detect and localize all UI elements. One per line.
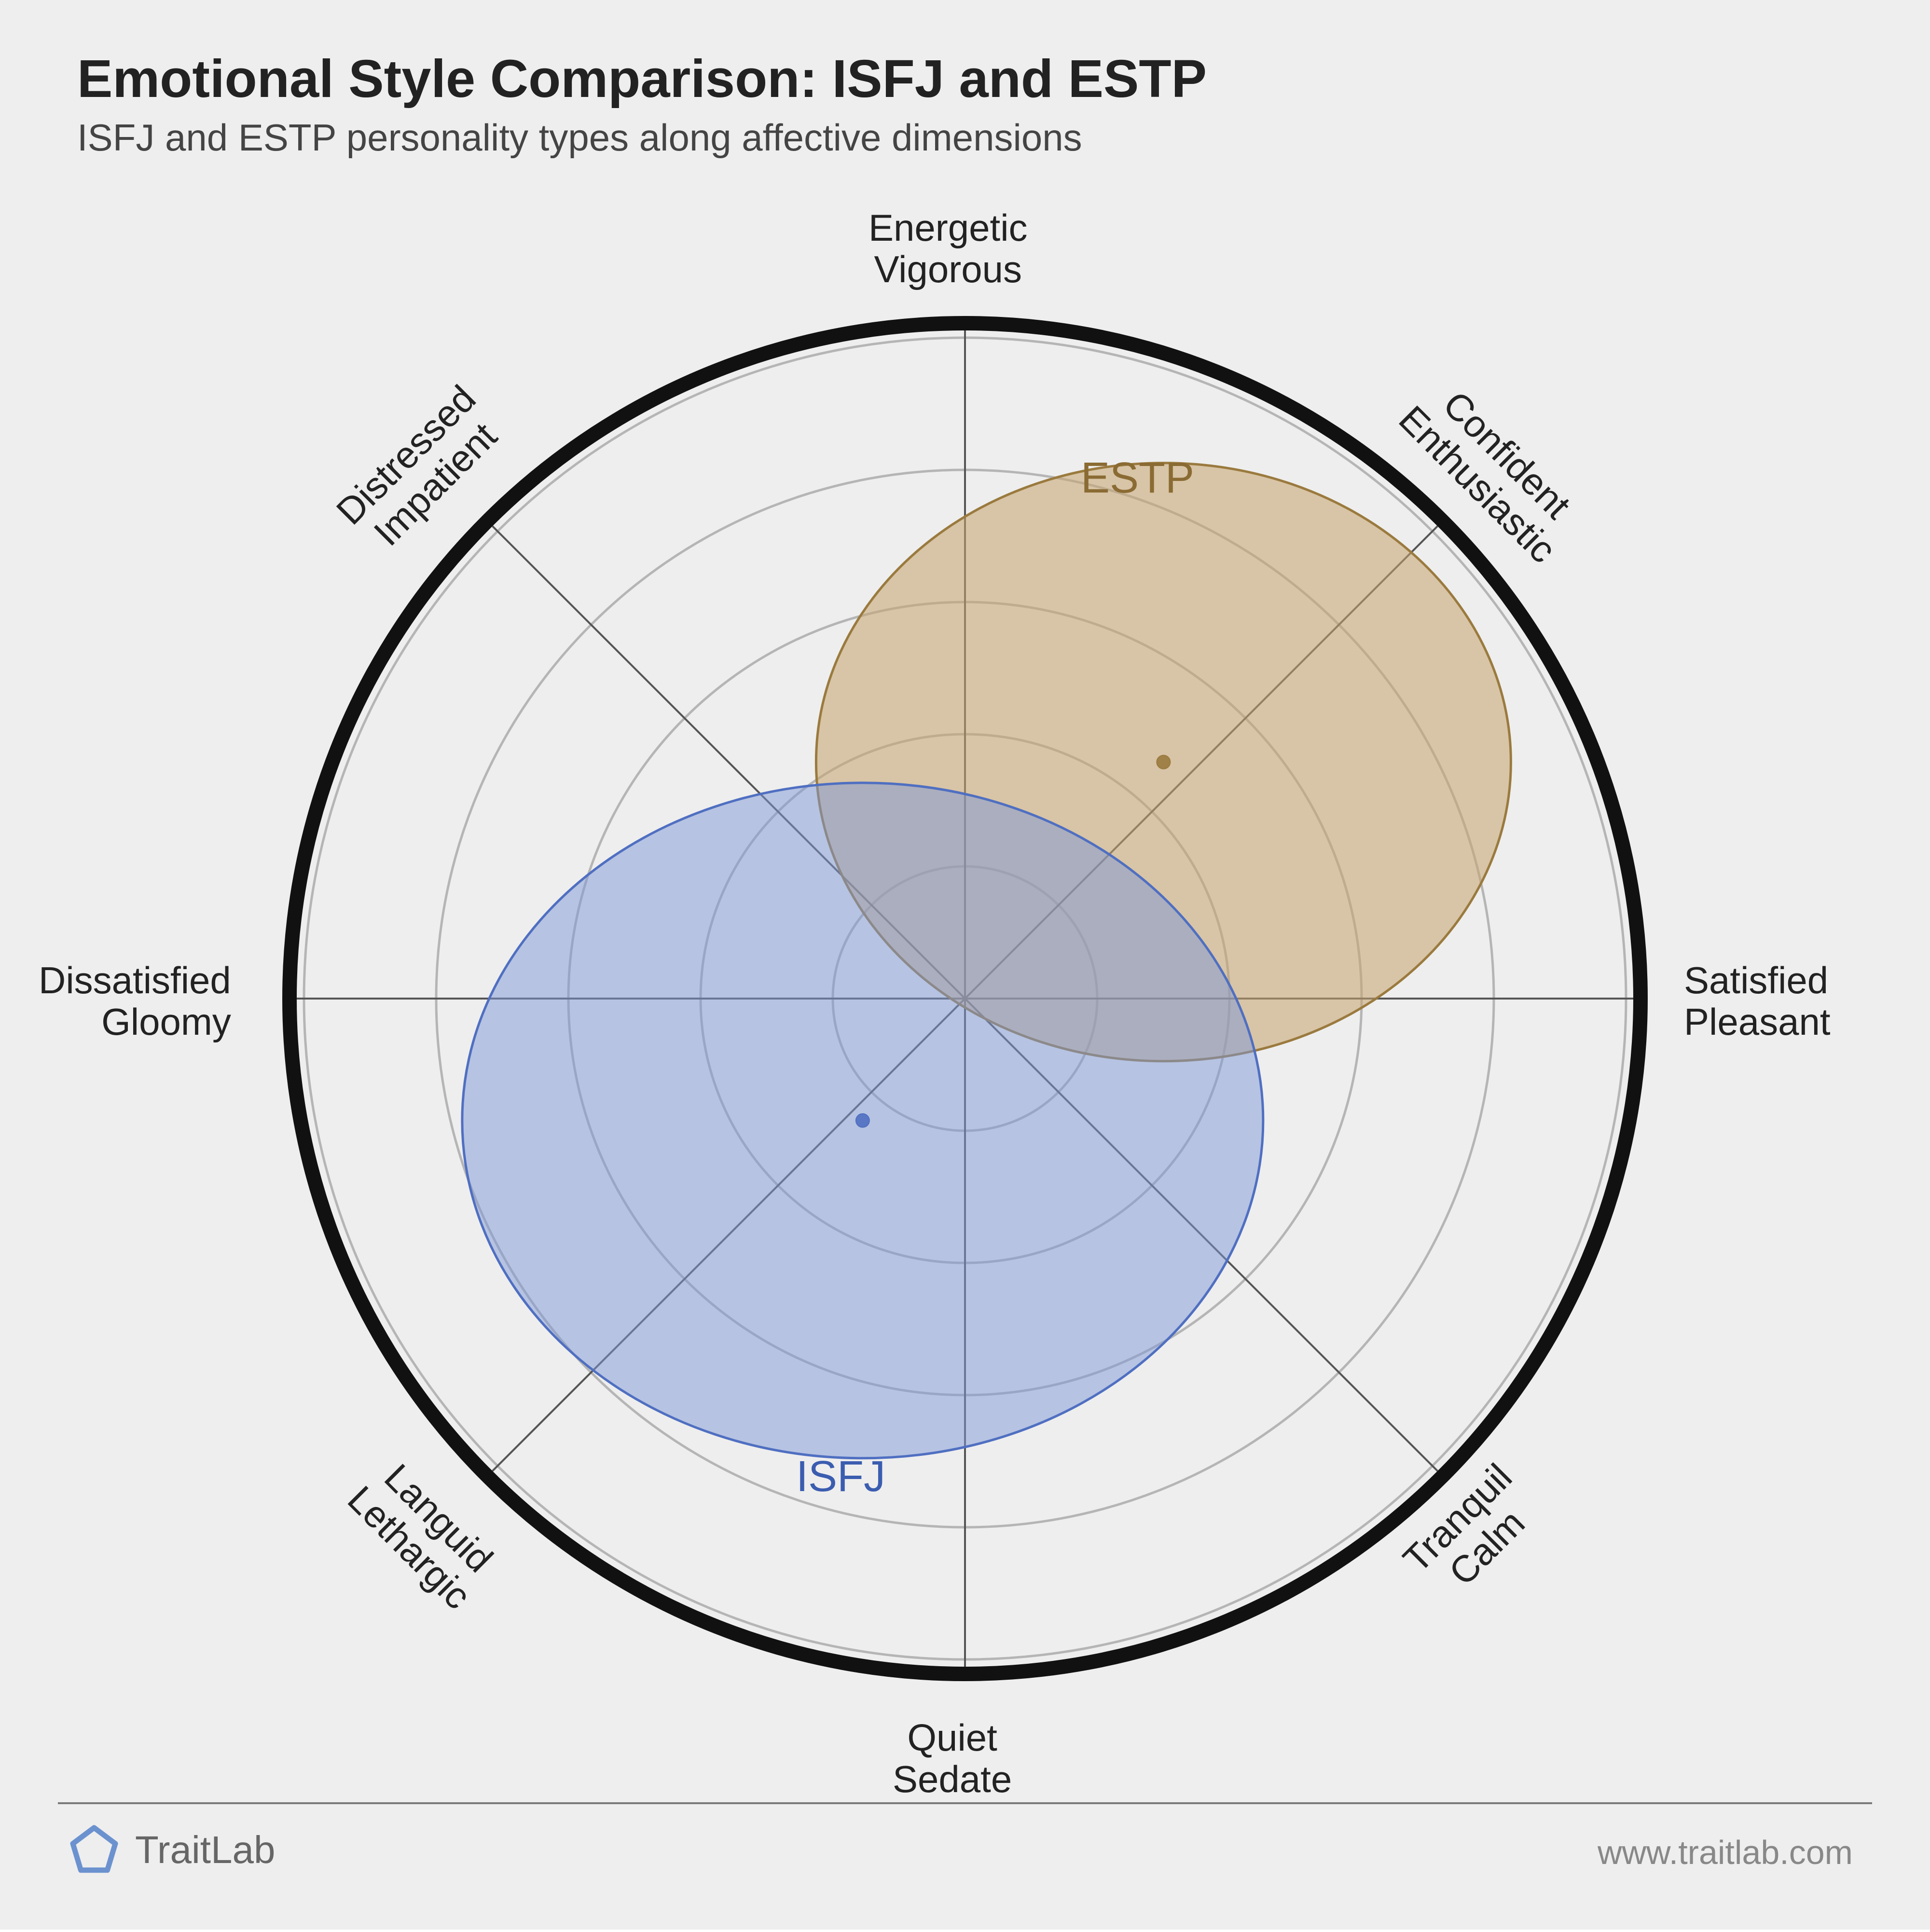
- page-root: Emotional Style Comparison: ISFJ and EST…: [0, 0, 1930, 1930]
- brand-name: TraitLab: [135, 1828, 276, 1872]
- axis-label: Satisfied Pleasant: [1684, 960, 1831, 1043]
- axis-label: Energetic Vigorous: [868, 207, 1028, 290]
- series-label-estp: ESTP: [1081, 453, 1194, 503]
- brand-block: TraitLab: [68, 1823, 276, 1877]
- footer-url: www.traitlab.com: [1598, 1833, 1853, 1872]
- axis-label: Dissatisfied Gloomy: [39, 960, 231, 1043]
- axis-label: Quiet Sedate: [893, 1717, 1012, 1800]
- series-label-isfj: ISFJ: [796, 1452, 885, 1502]
- brand-logo-icon: [68, 1823, 121, 1877]
- footer-divider: [58, 1802, 1872, 1804]
